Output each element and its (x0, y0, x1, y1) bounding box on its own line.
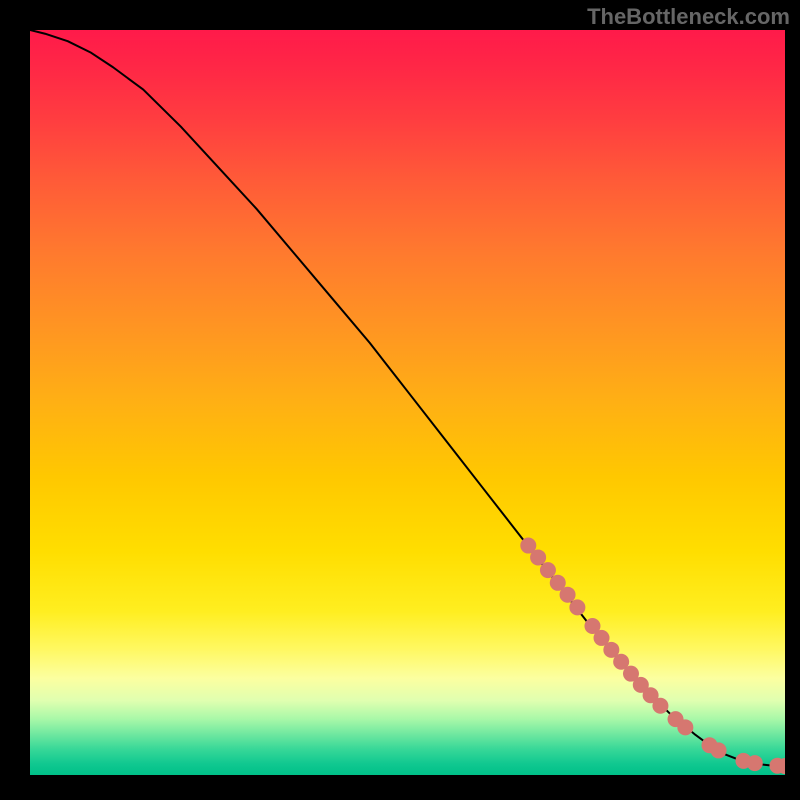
data-point (711, 742, 727, 758)
data-point (560, 587, 576, 603)
data-points-group (520, 538, 785, 775)
data-point (652, 698, 668, 714)
data-point (747, 755, 763, 771)
bottleneck-curve (30, 30, 785, 766)
attribution-text: TheBottleneck.com (587, 4, 790, 30)
curve-layer (30, 30, 785, 775)
data-point (569, 599, 585, 615)
data-point (677, 719, 693, 735)
data-point (540, 562, 556, 578)
chart-container: TheBottleneck.com (0, 0, 800, 800)
data-point (530, 549, 546, 565)
plot-area (30, 30, 785, 775)
